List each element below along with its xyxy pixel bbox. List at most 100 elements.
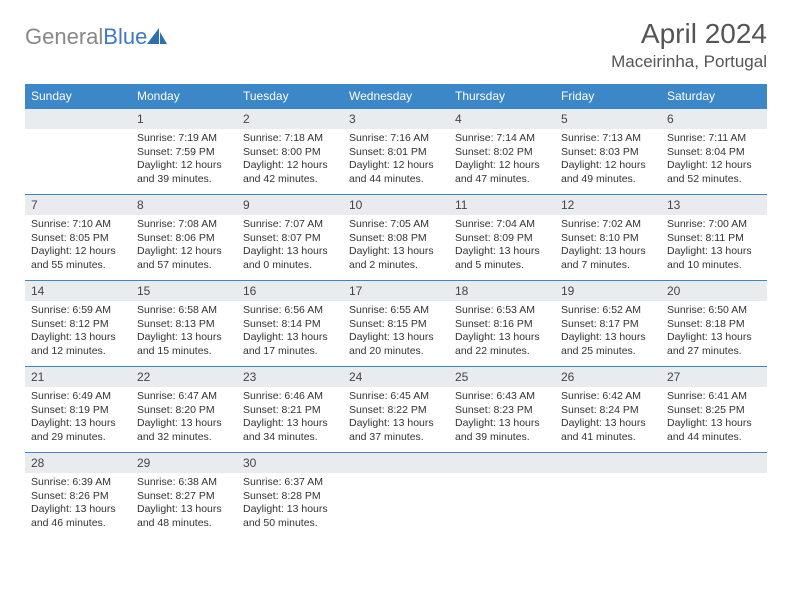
day-number: 7 [25,194,131,215]
day-number: 11 [449,194,555,215]
daylight-text: Daylight: 13 hours [243,331,337,345]
day-number: 23 [237,366,343,387]
sunrise-text: Sunrise: 6:46 AM [243,390,337,404]
sunset-text: Sunset: 8:07 PM [243,232,337,246]
sunrise-text: Sunrise: 6:50 AM [667,304,761,318]
sunrise-text: Sunrise: 7:07 AM [243,218,337,232]
day-details: Sunrise: 7:13 AMSunset: 8:03 PMDaylight:… [555,129,661,193]
daylight-text: Daylight: 13 hours [31,417,125,431]
day-details: Sunrise: 6:37 AMSunset: 8:28 PMDaylight:… [237,473,343,537]
calendar-day-cell: 6Sunrise: 7:11 AMSunset: 8:04 PMDaylight… [661,108,767,194]
calendar-day-cell: 11Sunrise: 7:04 AMSunset: 8:09 PMDayligh… [449,194,555,280]
day-details: Sunrise: 7:08 AMSunset: 8:06 PMDaylight:… [131,215,237,279]
calendar-day-cell: 22Sunrise: 6:47 AMSunset: 8:20 PMDayligh… [131,366,237,452]
day-number: 21 [25,366,131,387]
calendar-day-cell: 14Sunrise: 6:59 AMSunset: 8:12 PMDayligh… [25,280,131,366]
sunset-text: Sunset: 8:28 PM [243,490,337,504]
calendar-day-cell: 30Sunrise: 6:37 AMSunset: 8:28 PMDayligh… [237,452,343,538]
day-details: Sunrise: 7:02 AMSunset: 8:10 PMDaylight:… [555,215,661,279]
daylight-text: and 55 minutes. [31,259,125,273]
calendar-day-cell: 19Sunrise: 6:52 AMSunset: 8:17 PMDayligh… [555,280,661,366]
day-details: Sunrise: 7:00 AMSunset: 8:11 PMDaylight:… [661,215,767,279]
sunset-text: Sunset: 8:19 PM [31,404,125,418]
day-details: Sunrise: 7:18 AMSunset: 8:00 PMDaylight:… [237,129,343,193]
calendar-day-cell: 9 Sunrise: 7:07 AMSunset: 8:07 PMDaylight… [237,194,343,280]
day-number: 20 [661,280,767,301]
calendar-day-cell: 1Sunrise: 7:19 AMSunset: 7:59 PMDaylight… [131,108,237,194]
sunset-text: Sunset: 7:59 PM [137,146,231,160]
daylight-text: Daylight: 13 hours [31,503,125,517]
calendar-day-cell: 28Sunrise: 6:39 AMSunset: 8:26 PMDayligh… [25,452,131,538]
weekday-header: Monday [131,84,237,108]
logo-sail-icon [147,28,167,46]
location: Maceirinha, Portugal [611,52,767,72]
daylight-text: and 44 minutes. [349,173,443,187]
sunset-text: Sunset: 8:21 PM [243,404,337,418]
sunset-text: Sunset: 8:01 PM [349,146,443,160]
daylight-text: and 46 minutes. [31,517,125,531]
calendar-day-cell [661,452,767,538]
sunset-text: Sunset: 8:04 PM [667,146,761,160]
daylight-text: and 10 minutes. [667,259,761,273]
calendar-week-row: 21Sunrise: 6:49 AMSunset: 8:19 PMDayligh… [25,366,767,452]
sunset-text: Sunset: 8:10 PM [561,232,655,246]
day-number: 26 [555,366,661,387]
sunset-text: Sunset: 8:02 PM [455,146,549,160]
day-number: 3 [343,108,449,129]
weekday-header: Thursday [449,84,555,108]
day-number: 30 [237,452,343,473]
calendar-day-cell [343,452,449,538]
sunrise-text: Sunrise: 7:11 AM [667,132,761,146]
sunrise-text: Sunrise: 6:52 AM [561,304,655,318]
title-block: April 2024 Maceirinha, Portugal [611,18,767,72]
logo-text-general: General [25,24,103,49]
daylight-text: Daylight: 13 hours [349,245,443,259]
sunset-text: Sunset: 8:16 PM [455,318,549,332]
day-number: 9 [237,194,343,215]
daylight-text: and 12 minutes. [31,345,125,359]
day-details: Sunrise: 7:10 AMSunset: 8:05 PMDaylight:… [25,215,131,279]
sunrise-text: Sunrise: 6:58 AM [137,304,231,318]
day-number: 25 [449,366,555,387]
logo: GeneralBlue [25,18,167,50]
calendar-day-cell: 10Sunrise: 7:05 AMSunset: 8:08 PMDayligh… [343,194,449,280]
sunrise-text: Sunrise: 7:10 AM [31,218,125,232]
sunset-text: Sunset: 8:15 PM [349,318,443,332]
calendar-day-cell: 13Sunrise: 7:00 AMSunset: 8:11 PMDayligh… [661,194,767,280]
daylight-text: Daylight: 13 hours [137,503,231,517]
daylight-text: Daylight: 12 hours [31,245,125,259]
day-number: 19 [555,280,661,301]
sunset-text: Sunset: 8:09 PM [455,232,549,246]
sunset-text: Sunset: 8:23 PM [455,404,549,418]
day-number: 28 [25,452,131,473]
daylight-text: and 52 minutes. [667,173,761,187]
daylight-text: Daylight: 13 hours [349,331,443,345]
daylight-text: Daylight: 13 hours [349,417,443,431]
sunset-text: Sunset: 8:14 PM [243,318,337,332]
day-number: 15 [131,280,237,301]
sunset-text: Sunset: 8:27 PM [137,490,231,504]
daylight-text: Daylight: 13 hours [137,331,231,345]
calendar-day-cell: 7Sunrise: 7:10 AMSunset: 8:05 PMDaylight… [25,194,131,280]
daylight-text: and 39 minutes. [455,431,549,445]
sunrise-text: Sunrise: 6:38 AM [137,476,231,490]
sunrise-text: Sunrise: 6:37 AM [243,476,337,490]
day-number-empty [449,452,555,473]
daylight-text: and 44 minutes. [667,431,761,445]
sunset-text: Sunset: 8:00 PM [243,146,337,160]
calendar-day-cell: 4Sunrise: 7:14 AMSunset: 8:02 PMDaylight… [449,108,555,194]
day-number: 29 [131,452,237,473]
day-details: Sunrise: 7:05 AMSunset: 8:08 PMDaylight:… [343,215,449,279]
daylight-text: Daylight: 13 hours [31,331,125,345]
sunrise-text: Sunrise: 6:43 AM [455,390,549,404]
weekday-header: Saturday [661,84,767,108]
daylight-text: Daylight: 13 hours [243,245,337,259]
daylight-text: Daylight: 12 hours [137,159,231,173]
daylight-text: Daylight: 13 hours [667,331,761,345]
day-number-empty [555,452,661,473]
day-details: Sunrise: 6:42 AMSunset: 8:24 PMDaylight:… [555,387,661,451]
day-number-empty [343,452,449,473]
day-number: 22 [131,366,237,387]
day-details: Sunrise: 6:55 AMSunset: 8:15 PMDaylight:… [343,301,449,365]
daylight-text: Daylight: 13 hours [667,417,761,431]
